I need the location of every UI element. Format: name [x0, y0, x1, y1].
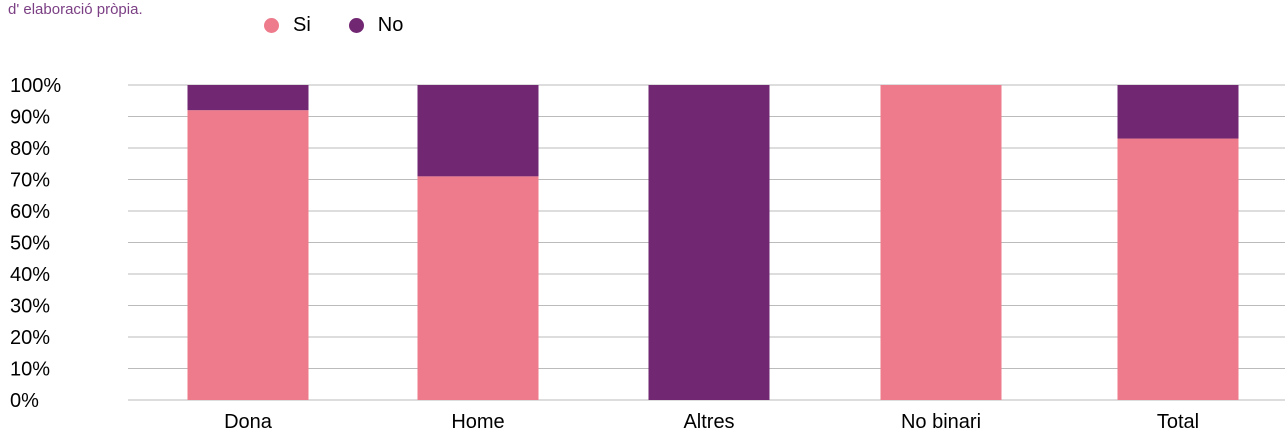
- bar-si-dona: [187, 110, 309, 400]
- legend-label-no: No: [377, 14, 404, 36]
- bar-si-total: [1117, 138, 1239, 401]
- x-tick-label: Altres: [683, 411, 734, 430]
- y-tick-label: 90%: [10, 107, 50, 129]
- source-note: d' elaboració pròpia.: [8, 1, 143, 18]
- y-tick-label: 50%: [10, 233, 50, 255]
- x-tick-label: No binari: [901, 411, 981, 430]
- y-tick-label: 40%: [10, 264, 50, 286]
- y-tick-label: 100%: [10, 75, 61, 97]
- x-tick-label: Dona: [224, 411, 273, 430]
- y-tick-label: 0%: [10, 390, 39, 412]
- y-tick-label: 10%: [10, 359, 50, 381]
- x-tick-label: Home: [451, 411, 504, 430]
- bar-si-no-binari: [880, 85, 1002, 400]
- bar-si-home: [417, 176, 539, 400]
- bar-no-home: [417, 85, 539, 177]
- bar-no-dona: [187, 85, 309, 111]
- legend-item-si: Si: [264, 14, 311, 37]
- chart-legend: Si No: [264, 14, 441, 37]
- y-tick-label: 70%: [10, 170, 50, 192]
- legend-label-si: Si: [293, 14, 311, 36]
- bar-no-altres: [648, 85, 770, 400]
- bar-no-total: [1117, 85, 1239, 139]
- y-tick-label: 30%: [10, 296, 50, 318]
- y-tick-label: 60%: [10, 201, 50, 223]
- y-tick-label: 20%: [10, 327, 50, 349]
- legend-item-no: No: [348, 14, 404, 37]
- legend-swatch-no: [348, 18, 364, 33]
- y-tick-label: 80%: [10, 138, 50, 160]
- legend-swatch-si: [264, 18, 279, 33]
- x-tick-label: Total: [1157, 411, 1199, 430]
